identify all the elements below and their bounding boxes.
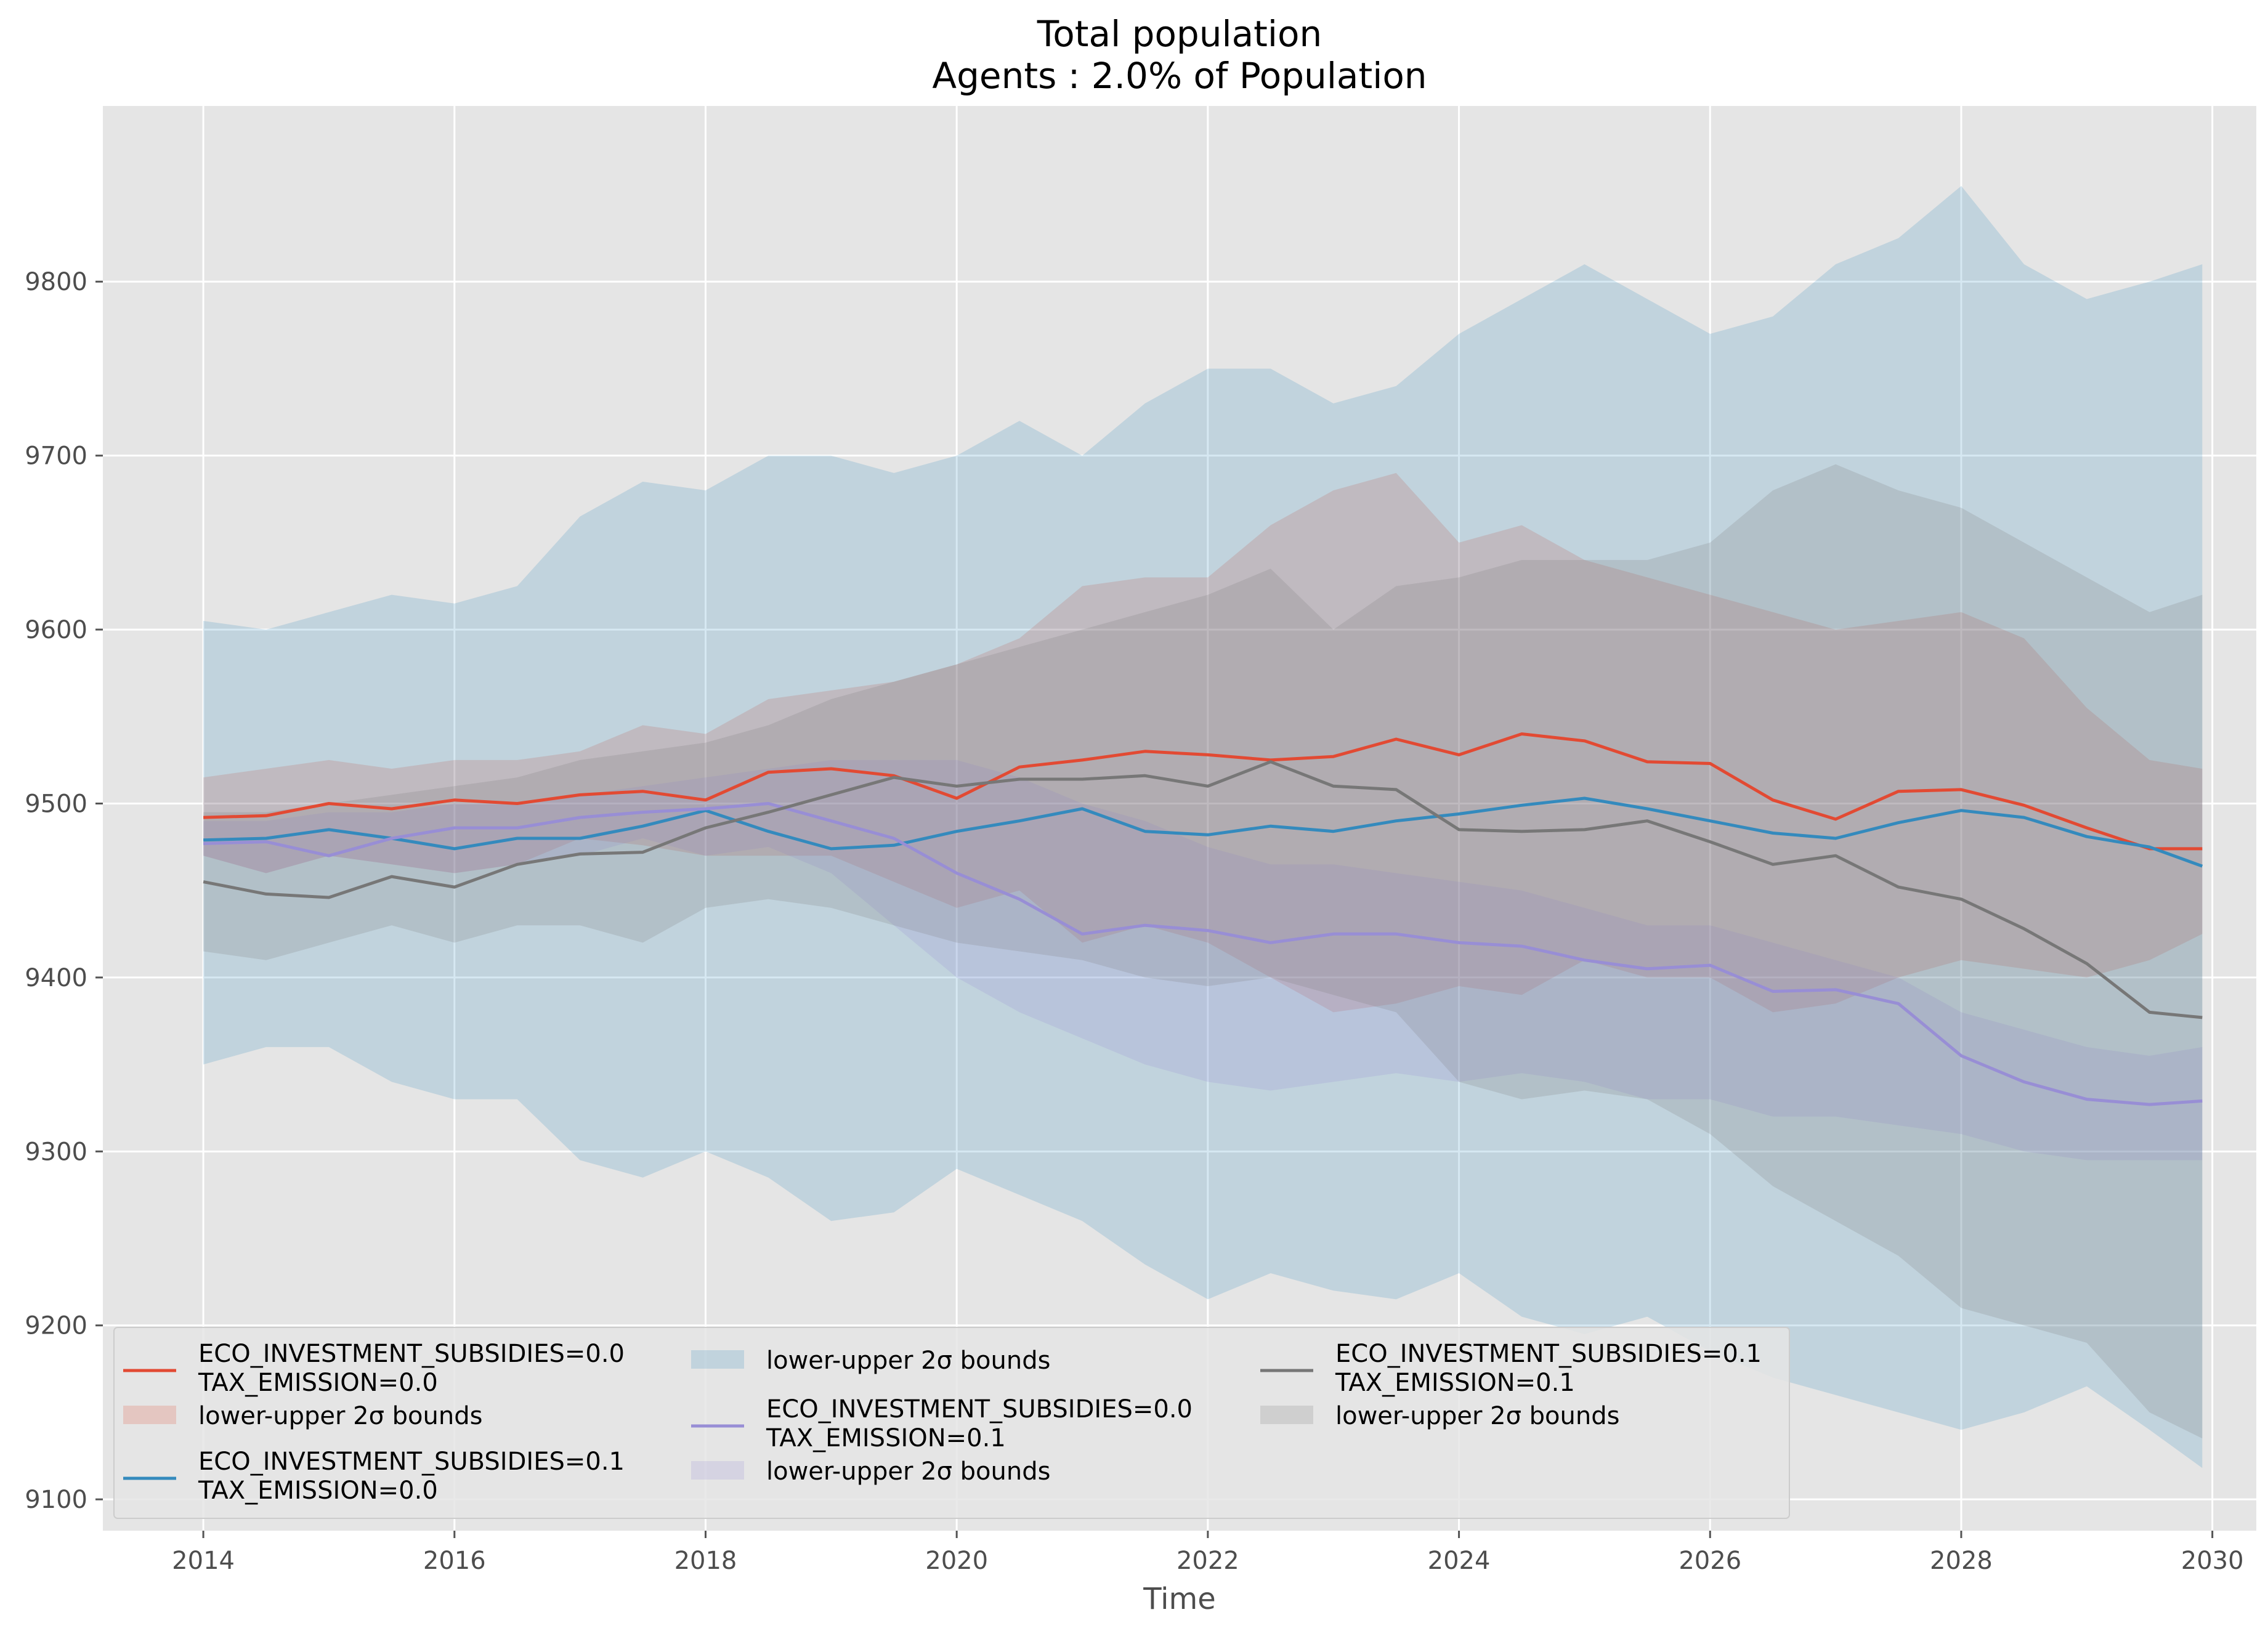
confidence-bands: [203, 185, 2203, 1468]
chart-subtitle: Agents : 2.0% of Population: [932, 55, 1427, 97]
y-tick-label: 9700: [25, 442, 87, 471]
axis-ticks: 2014 2016 2018 2020 2022 2024 2026 2028 2030 9100…: [25, 268, 2243, 1575]
legend-series-label: TAX_EMISSION=0.0: [198, 1476, 438, 1505]
y-tick-label: 9500: [25, 790, 87, 818]
legend-band-swatch: [691, 1350, 744, 1369]
grid: [103, 106, 2256, 1531]
x-tick-label: 2014: [172, 1547, 235, 1575]
legend-band-swatch: [691, 1461, 744, 1480]
x-tick-label: 2018: [674, 1547, 737, 1575]
legend-band-swatch: [123, 1406, 176, 1424]
legend-series-label: ECO_INVESTMENT_SUBSIDIES=0.1: [198, 1448, 625, 1476]
y-tick-label: 9400: [25, 964, 87, 992]
confidence-band-2: [203, 185, 2203, 1468]
legend-series-label: TAX_EMISSION=0.0: [198, 1369, 438, 1397]
series-line-3: [203, 802, 2203, 1106]
x-tick-label: 2028: [1930, 1547, 1993, 1575]
y-tick-label: 9200: [25, 1312, 87, 1340]
confidence-band-4: [203, 464, 2203, 1439]
series-line-1: [203, 732, 2203, 851]
legend-band-label: lower-upper 2σ bounds: [198, 1402, 482, 1430]
legend: ECO_INVESTMENT_SUBSIDIES=0.0TAX_EMISSION…: [113, 1327, 1790, 1519]
x-tick-label: 2026: [1679, 1547, 1741, 1575]
legend-series-label: ECO_INVESTMENT_SUBSIDIES=0.0: [766, 1395, 1193, 1423]
x-tick-label: 2024: [1428, 1547, 1491, 1575]
x-tick-label: 2016: [423, 1547, 486, 1575]
confidence-band-3: [203, 759, 2203, 1160]
x-tick-label: 2022: [1177, 1547, 1239, 1575]
y-tick-label: 9600: [25, 616, 87, 644]
y-tick-label: 9300: [25, 1138, 87, 1166]
y-tick-label: 9800: [25, 268, 87, 296]
x-tick-label: 2030: [2181, 1547, 2244, 1575]
legend-series-label: TAX_EMISSION=0.1: [1335, 1369, 1575, 1397]
legend-series-label: ECO_INVESTMENT_SUBSIDIES=0.0: [198, 1340, 625, 1368]
series-line-4: [203, 760, 2203, 1019]
x-tick-label: 2020: [925, 1547, 988, 1575]
legend-band-label: lower-upper 2σ bounds: [766, 1347, 1050, 1375]
plot-area: [103, 106, 2256, 1531]
legend-band-label: lower-upper 2σ bounds: [766, 1457, 1050, 1486]
chart-title: Total population: [1037, 13, 1322, 55]
series-line-2: [203, 796, 2203, 868]
confidence-band-1: [203, 472, 2203, 1013]
legend-band-swatch: [1260, 1406, 1313, 1424]
legend-series-label: TAX_EMISSION=0.1: [766, 1424, 1006, 1452]
legend-band-label: lower-upper 2σ bounds: [1335, 1402, 1619, 1430]
legend-box: [113, 1327, 1790, 1519]
series-lines: [203, 732, 2203, 1106]
x-axis-label: Time: [1143, 1582, 1215, 1616]
legend-series-label: ECO_INVESTMENT_SUBSIDIES=0.1: [1335, 1340, 1762, 1368]
y-tick-label: 9100: [25, 1486, 87, 1514]
